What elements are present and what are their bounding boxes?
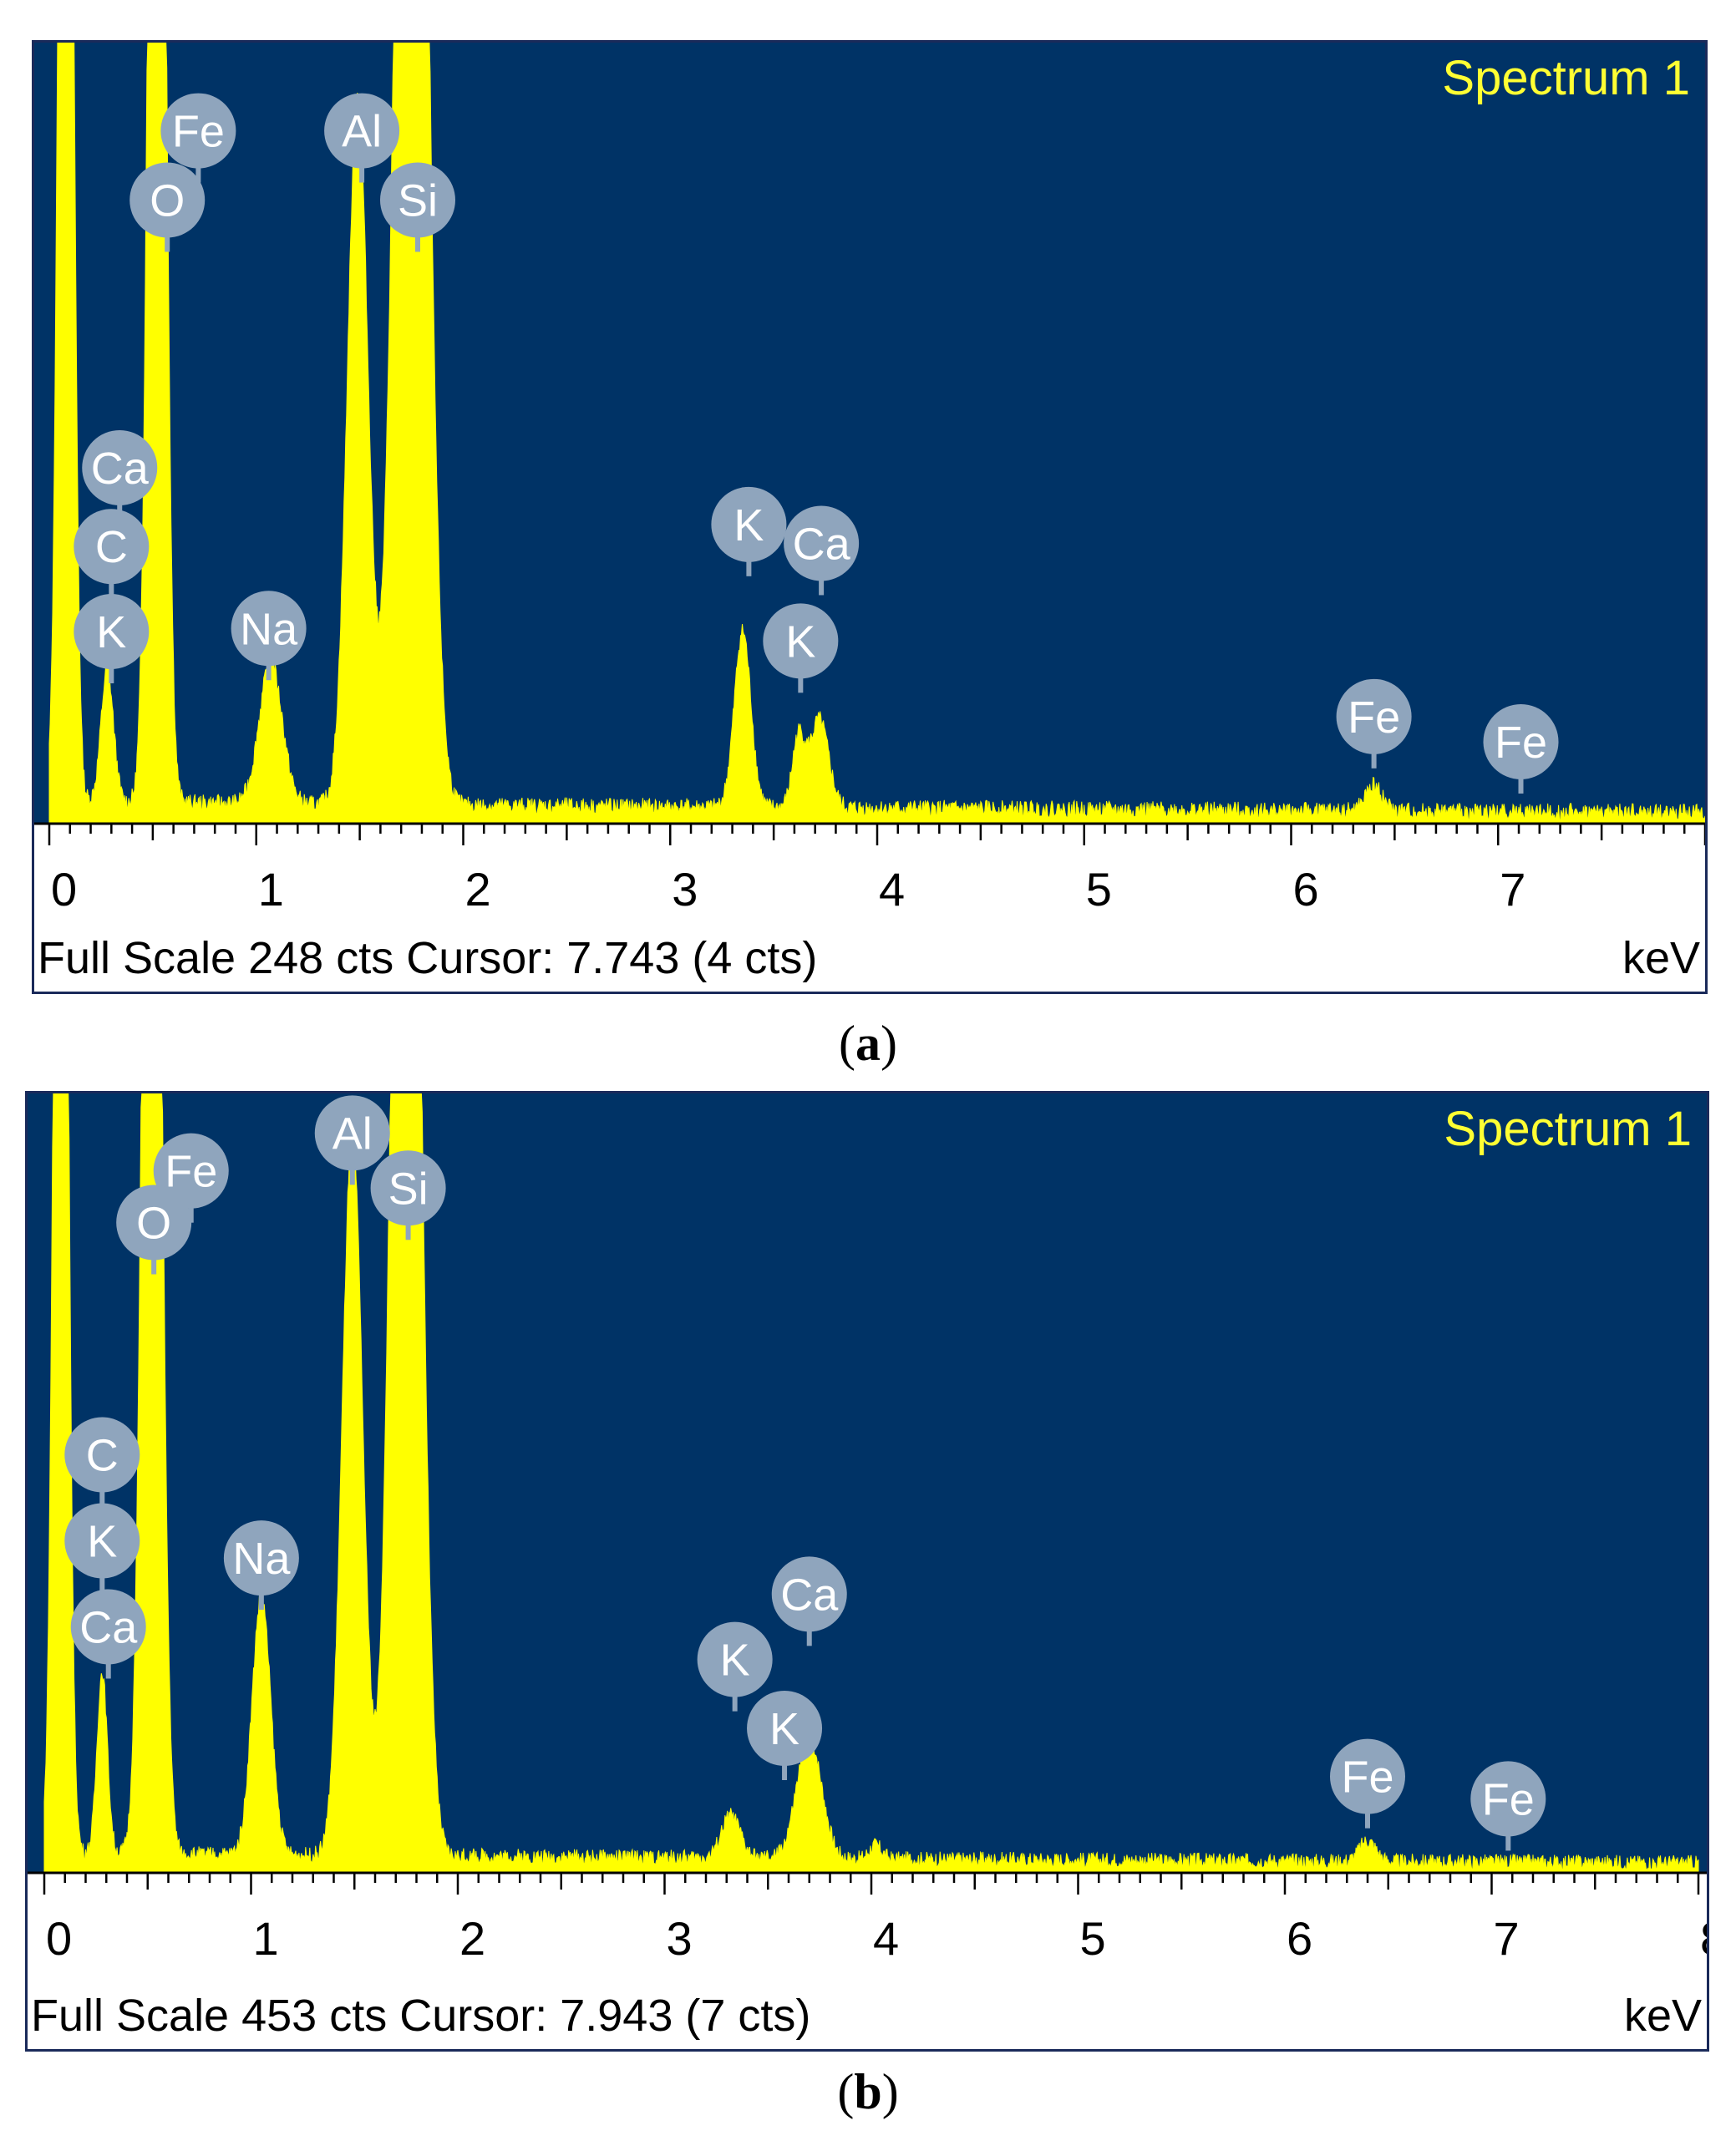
- x-tick-label: 2: [459, 1912, 485, 1965]
- spectrum-panel-b: Spectrum 1FeOAlSiCKCaNaCaKKFeFe012345678…: [25, 1091, 1709, 2052]
- element-label-fe: Fe: [1330, 1738, 1405, 1829]
- element-label-o: O: [129, 162, 206, 252]
- element-label-ca: Ca: [70, 1589, 146, 1679]
- svg-text:Fe: Fe: [1341, 1753, 1393, 1803]
- spectrum-trace: [43, 1093, 1699, 1874]
- svg-text:Al: Al: [342, 107, 382, 157]
- svg-text:K: K: [96, 607, 126, 657]
- element-label-fe: Fe: [1483, 703, 1559, 794]
- x-unit-label: keV: [1624, 1991, 1702, 2041]
- svg-text:K: K: [87, 1516, 117, 1566]
- element-label-fe: Fe: [160, 93, 236, 183]
- x-tick-label: 7: [1500, 863, 1525, 916]
- element-label-k: K: [697, 1621, 773, 1712]
- status-footer: Full Scale 248 cts Cursor: 7.743 (4 cts): [38, 933, 817, 983]
- svg-text:K: K: [769, 1704, 799, 1754]
- svg-text:Fe: Fe: [172, 107, 225, 157]
- caption-a: (a): [839, 1016, 897, 1071]
- svg-text:O: O: [136, 1198, 171, 1248]
- svg-text:Ca: Ca: [793, 519, 851, 569]
- plot-background: [28, 1093, 1707, 1873]
- svg-text:Al: Al: [332, 1108, 373, 1159]
- svg-text:Fe: Fe: [1348, 692, 1400, 743]
- status-footer: Full Scale 453 cts Cursor: 7.943 (7 cts): [31, 1991, 810, 2041]
- x-tick-label: 3: [667, 1912, 693, 1965]
- element-label-ca: Ca: [771, 1556, 847, 1646]
- element-label-al: Al: [324, 93, 400, 183]
- svg-text:Si: Si: [388, 1164, 429, 1214]
- x-tick-label: 0: [46, 1912, 72, 1965]
- element-label-al: Al: [314, 1095, 390, 1185]
- x-tick-label: 2: [465, 863, 491, 916]
- svg-text:Ca: Ca: [780, 1570, 839, 1620]
- x-tick-label: 1: [258, 863, 284, 916]
- element-label-fe: Fe: [1336, 678, 1412, 769]
- svg-text:Na: Na: [240, 604, 298, 654]
- element-label-o: O: [116, 1185, 192, 1275]
- element-label-na: Na: [223, 1520, 299, 1611]
- x-tick-label: 6: [1293, 863, 1319, 916]
- element-label-k: K: [711, 486, 787, 576]
- x-tick-label: 4: [873, 1912, 899, 1965]
- element-label-k: K: [64, 1503, 140, 1593]
- spectrum-chart-b: Spectrum 1FeOAlSiCKCaNaCaKKFeFe012345678…: [28, 1093, 1707, 2041]
- element-label-fe: Fe: [1470, 1761, 1546, 1851]
- element-label-k: K: [74, 594, 150, 684]
- plot-background: [34, 43, 1705, 824]
- svg-text:C: C: [86, 1431, 119, 1481]
- element-label-si: Si: [370, 1150, 446, 1240]
- svg-text:Si: Si: [398, 176, 438, 226]
- element-label-k: K: [747, 1690, 823, 1780]
- x-tick-label: 7: [1494, 1912, 1520, 1965]
- svg-text:Ca: Ca: [91, 444, 150, 494]
- element-label-k: K: [763, 603, 839, 693]
- svg-text:K: K: [785, 616, 815, 667]
- svg-text:K: K: [720, 1636, 750, 1686]
- spectrum-title: Spectrum 1: [1444, 1102, 1692, 1156]
- spectrum-title: Spectrum 1: [1442, 51, 1690, 105]
- svg-text:K: K: [733, 500, 764, 550]
- svg-text:Na: Na: [232, 1534, 291, 1584]
- svg-text:Ca: Ca: [79, 1602, 138, 1652]
- x-tick-label: 8: [1700, 1912, 1707, 1965]
- x-tick-label: 4: [879, 863, 905, 916]
- element-label-c: C: [64, 1417, 140, 1507]
- x-tick-label: 5: [1086, 863, 1112, 916]
- x-tick-label: 0: [51, 863, 77, 916]
- spectrum-trace: [48, 43, 1705, 824]
- spectrum-panel-a: Spectrum 1 Fe O Al Si Ca C K Na K Ca K Fe Fe 0 1 2 3 4 5 6 7 F…: [32, 40, 1708, 994]
- svg-text:Fe: Fe: [165, 1147, 217, 1197]
- svg-text:O: O: [150, 176, 185, 226]
- x-tick-label: 3: [672, 863, 698, 916]
- element-label-na: Na: [231, 591, 307, 681]
- x-tick-label: 6: [1287, 1912, 1312, 1965]
- element-label-fe: Fe: [153, 1133, 229, 1223]
- svg-text:Fe: Fe: [1482, 1774, 1535, 1824]
- svg-text:C: C: [95, 522, 128, 572]
- element-label-ca: Ca: [784, 505, 860, 596]
- x-tick-label: 1: [253, 1912, 279, 1965]
- element-label-si: Si: [379, 162, 455, 252]
- x-tick-label: 5: [1080, 1912, 1106, 1965]
- x-unit-label: keV: [1622, 933, 1700, 983]
- svg-text:Fe: Fe: [1495, 718, 1547, 768]
- caption-b: (b): [837, 2064, 899, 2119]
